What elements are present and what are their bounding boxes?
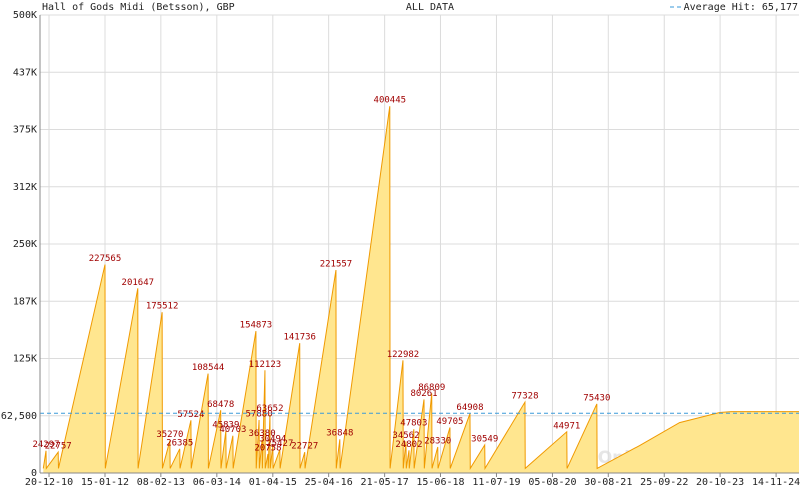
- data-label: 86809: [418, 383, 445, 393]
- data-label: 45839: [212, 421, 239, 431]
- data-label: 227565: [89, 254, 122, 264]
- x-tick-label: 30-08-21: [584, 477, 632, 488]
- x-tick-label: 20-10-23: [696, 477, 744, 488]
- x-tick-label: 15-06-18: [416, 477, 464, 488]
- y-tick-label: 0: [31, 468, 37, 479]
- data-label: 63652: [256, 404, 283, 414]
- data-label: 35270: [156, 430, 183, 440]
- data-label: 22727: [291, 442, 318, 452]
- data-label: 28330: [424, 437, 451, 447]
- data-label: 141736: [283, 333, 316, 343]
- x-tick-label: 25-04-16: [305, 477, 353, 488]
- data-label: 24802: [395, 440, 422, 450]
- y-tick-label: 187K: [13, 296, 37, 307]
- data-label: 75430: [583, 393, 610, 403]
- data-label: 30494: [259, 435, 286, 445]
- data-label: 49705: [436, 417, 463, 427]
- data-label: 44971: [553, 421, 580, 431]
- data-label: 80261: [410, 389, 437, 399]
- chart-title: Hall of Gods Midi (Betsson), GBP: [42, 2, 235, 13]
- legend-value: 65,177: [762, 2, 798, 13]
- y-tick-label: 500K: [13, 10, 37, 21]
- legend-label: Average Hit: 65,177: [684, 2, 798, 13]
- data-label: 175512: [146, 302, 179, 312]
- data-label: 221557: [320, 260, 353, 270]
- data-label: 25427: [266, 439, 293, 449]
- data-label: 36848: [326, 429, 353, 439]
- data-label: 24297: [32, 440, 59, 450]
- y-tick-label: 375K: [13, 125, 37, 136]
- x-tick-label: 05-08-20: [528, 477, 576, 488]
- data-label: 36380: [249, 429, 276, 439]
- x-tick-label: 11-07-19: [472, 477, 520, 488]
- data-label: 20758: [254, 443, 281, 453]
- x-tick-label: 25-09-22: [640, 477, 688, 488]
- area-line: [42, 106, 799, 471]
- x-tick-label: 15-01-12: [81, 477, 129, 488]
- data-label: 400445: [374, 96, 407, 106]
- data-label: 47803: [400, 419, 427, 429]
- data-label: 57880: [246, 409, 273, 419]
- data-label: 68478: [207, 400, 234, 410]
- x-tick-label: 14-11-24: [752, 477, 800, 488]
- y-tick-label: 312K: [13, 182, 37, 193]
- data-label: 34562: [392, 431, 419, 441]
- y-tick-label: 250K: [13, 239, 37, 250]
- data-label: 77328: [511, 392, 538, 402]
- chart-subtitle: ALL DATA: [406, 2, 454, 13]
- x-tick-label: 06-03-14: [193, 477, 241, 488]
- data-label: 57524: [177, 410, 204, 420]
- data-label: 112123: [249, 360, 282, 370]
- data-label: 30549: [471, 435, 498, 445]
- x-tick-label: 21-05-17: [361, 477, 409, 488]
- data-label: 108544: [192, 363, 225, 373]
- data-label: 40703: [219, 425, 246, 435]
- data-label: 64908: [456, 403, 483, 413]
- data-label: 26385: [166, 438, 193, 448]
- x-tick-label: 01-04-15: [249, 477, 297, 488]
- area-fill: [43, 106, 800, 473]
- legend-name: Average Hit: [684, 2, 750, 13]
- data-label: 22757: [45, 442, 72, 452]
- y-tick-label: 62,500: [1, 411, 37, 422]
- x-tick-label: 20-12-10: [25, 477, 73, 488]
- x-tick-label: 08-02-13: [137, 477, 185, 488]
- y-tick-label: 125K: [13, 354, 37, 365]
- data-label: 122982: [387, 350, 420, 360]
- data-label: 201647: [122, 278, 155, 288]
- data-label: 154873: [240, 321, 273, 331]
- y-tick-label: 437K: [13, 67, 37, 78]
